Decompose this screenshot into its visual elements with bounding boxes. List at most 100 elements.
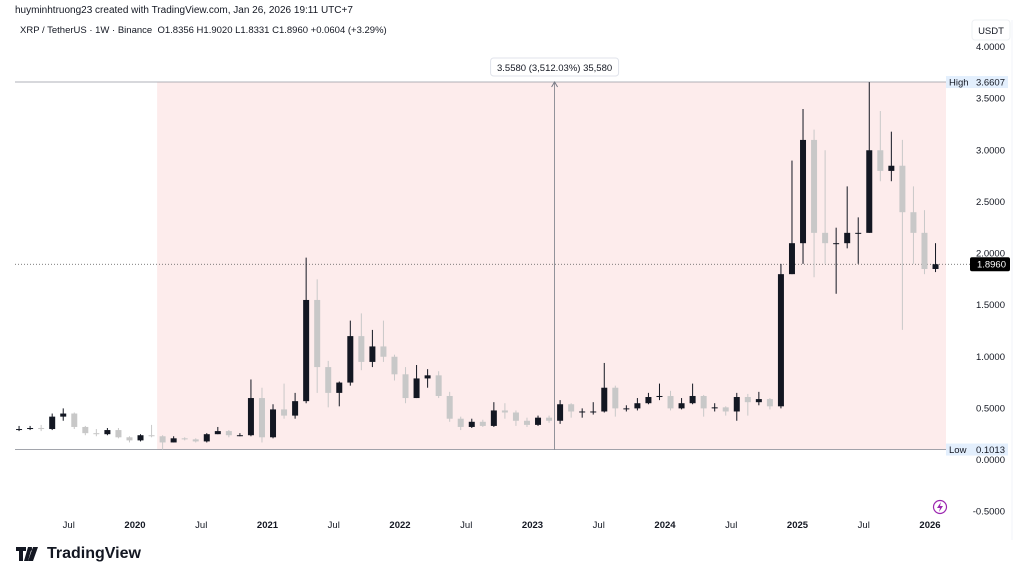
low-label: Low <box>949 445 967 456</box>
candle-body <box>777 274 784 407</box>
candle-body <box>314 299 321 368</box>
candle-body <box>391 356 398 375</box>
candle-body <box>512 412 519 421</box>
candle-body <box>921 232 928 269</box>
candle-body <box>645 397 652 404</box>
candle-body <box>568 404 575 412</box>
candle-body <box>181 438 188 440</box>
currency-badge <box>971 19 1011 41</box>
candle-body <box>192 439 199 442</box>
y-tick-label: 1.5000 <box>976 300 1005 311</box>
candle-body <box>833 243 840 245</box>
candle-body <box>71 413 78 427</box>
last-price-label: 1.8960 <box>977 260 1006 271</box>
candle-body <box>82 426 89 434</box>
candle-body <box>457 418 464 427</box>
candle-body <box>148 435 155 437</box>
candle-body <box>656 395 663 398</box>
high-value: 3.6607 <box>976 78 1005 89</box>
x-tick-label: 2020 <box>124 520 145 531</box>
ohlc-values: O1.8356 H1.9020 L1.8331 C1.8960 +0.0604 … <box>157 25 387 36</box>
currency-label: USDT <box>978 26 1004 37</box>
candle-body <box>137 435 144 441</box>
candle-body <box>402 374 409 399</box>
candle-body <box>579 411 586 413</box>
candle-body <box>49 416 56 430</box>
candle-body <box>667 395 674 409</box>
x-tick-label: 2022 <box>389 520 410 531</box>
candle-body <box>501 410 508 413</box>
candle-body <box>722 407 729 412</box>
candle-body <box>523 420 530 425</box>
candle-body <box>612 387 619 409</box>
candle-body <box>170 438 177 443</box>
x-tick-label: Jul <box>858 520 870 531</box>
y-tick-label: -0.5000 <box>973 507 1005 518</box>
candle-body <box>292 401 299 416</box>
candle-body <box>535 417 542 425</box>
candle-body <box>325 367 332 393</box>
candle-body <box>93 433 100 435</box>
x-tick-label: 2025 <box>787 520 809 531</box>
x-tick-label: Jul <box>195 520 207 531</box>
x-tick-label: Jul <box>460 520 472 531</box>
symbol-name[interactable]: XRP / TetherUS · 1W · Binance <box>20 25 153 36</box>
measure-arrow-icon <box>551 81 559 88</box>
x-tick-label: Jul <box>328 520 340 531</box>
high-label-box <box>946 76 1008 89</box>
y-tick-label: 0.0000 <box>976 455 1005 466</box>
candle-body <box>413 378 420 399</box>
candle-body <box>424 375 431 379</box>
x-tick-label: Jul <box>63 520 75 531</box>
candle-body <box>468 421 475 427</box>
high-label: High <box>949 78 969 89</box>
candle-body <box>358 336 365 362</box>
candle-body <box>281 409 288 416</box>
candle-body <box>634 403 641 409</box>
candle-body <box>590 411 597 413</box>
candle-body <box>877 150 884 171</box>
candle-body <box>733 397 740 412</box>
tradingview-logo-icon <box>16 547 38 561</box>
candle-body <box>899 165 906 213</box>
candle-body <box>910 212 917 233</box>
symbol-legend: XRP / TetherUS · 1W · Binance O1.8356 H1… <box>20 25 387 36</box>
candle-body <box>546 417 553 421</box>
candle-body <box>888 165 895 171</box>
candle-body <box>678 403 685 409</box>
candle-body <box>744 397 751 403</box>
candle-body <box>766 399 773 407</box>
low-label-box <box>946 443 1008 456</box>
candle-body <box>303 299 310 402</box>
y-tick-label: 1.0000 <box>976 352 1005 363</box>
candle-body <box>380 346 387 357</box>
y-tick-label: 2.5000 <box>976 197 1005 208</box>
candle-body <box>435 375 442 396</box>
y-tick-label: 3.5000 <box>976 94 1005 105</box>
y-tick-label: 3.0000 <box>976 145 1005 156</box>
y-tick-label: 0.5000 <box>976 403 1005 414</box>
candle-body <box>689 395 696 404</box>
x-tick-label: 2024 <box>654 520 676 531</box>
candle-body <box>225 431 232 436</box>
tradingview-logo[interactable]: TradingView <box>16 545 141 563</box>
candle-body <box>236 435 243 437</box>
candle-body <box>490 410 497 426</box>
candle-body <box>336 382 343 393</box>
candle-body <box>446 395 453 419</box>
candle-body <box>479 421 486 426</box>
candle-body <box>557 404 564 421</box>
candle-body <box>16 429 23 431</box>
candle-body <box>844 232 851 244</box>
y-tick-label: 4.0000 <box>976 42 1005 53</box>
candle-body <box>126 437 133 441</box>
candle-body <box>811 139 818 233</box>
measure-label: 3.5580 (3,512.03%) 35,580 <box>497 63 612 74</box>
candle-body <box>247 398 254 436</box>
x-tick-label: 2023 <box>522 520 543 531</box>
lightning-icon[interactable] <box>932 499 948 515</box>
candle-body <box>203 434 210 442</box>
candle-body <box>38 427 45 430</box>
candle-body <box>755 399 762 403</box>
